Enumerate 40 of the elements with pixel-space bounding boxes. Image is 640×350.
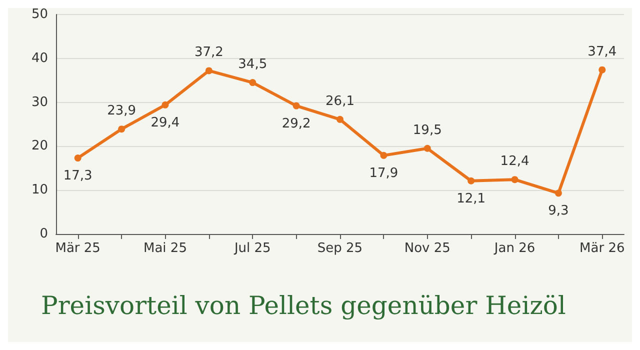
- point: [162, 101, 169, 108]
- text: Preisvorteil von Pellets gegenüber Heizöl: [41, 291, 566, 320]
- y-tick-label: 40: [31, 50, 48, 66]
- point: [336, 116, 344, 123]
- x-tick-label: Jul 25: [233, 241, 271, 256]
- point: [424, 144, 431, 152]
- data-label: 9,3: [548, 204, 569, 219]
- data-label: 17,3: [63, 168, 92, 184]
- y-tick-label: 10: [31, 182, 48, 198]
- point: [292, 102, 300, 110]
- data-label: 29,4: [150, 115, 180, 130]
- data-label: 29,2: [282, 116, 311, 132]
- point: [205, 67, 212, 74]
- data-label: 12,4: [500, 154, 530, 170]
- x-tick-label: Nov 25: [404, 241, 450, 256]
- point: [598, 66, 606, 74]
- x-tick-label: Sep 25: [317, 241, 363, 256]
- y-tick-label: 30: [31, 94, 48, 110]
- y-tick-label: 50: [31, 7, 48, 22]
- point: [249, 79, 256, 86]
- x-tick-label: Mai 25: [143, 241, 187, 256]
- y-tick-label: 20: [31, 138, 48, 154]
- point: [468, 177, 475, 184]
- data-label: 23,9: [107, 104, 136, 119]
- data-label: 26,1: [326, 94, 354, 109]
- x-tick-label: Mär 25: [55, 241, 100, 256]
- point: [554, 190, 562, 197]
- point: [74, 154, 82, 162]
- data-label: 37,4: [588, 44, 617, 60]
- data-label: 17,9: [369, 166, 398, 181]
- x-tick-label: Mär 26: [580, 241, 625, 256]
- point: [118, 126, 126, 133]
- x-tick-label: Jan 26: [493, 241, 536, 256]
- y-tick-label: 0: [40, 226, 48, 242]
- data-label: 34,5: [238, 57, 268, 72]
- data-label: 12,1: [456, 191, 486, 206]
- point: [511, 176, 518, 184]
- point: [380, 152, 388, 159]
- data-label: 37,2: [194, 45, 224, 60]
- data-label: 19,5: [412, 122, 442, 138]
